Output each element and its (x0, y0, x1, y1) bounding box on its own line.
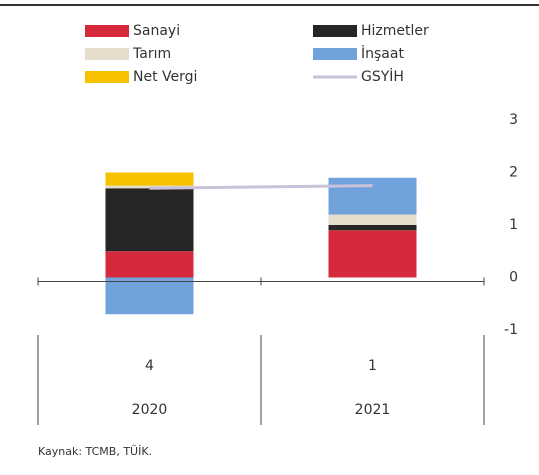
bar-segment (105, 251, 194, 278)
bar-segment (105, 277, 194, 315)
legend-swatch (313, 48, 357, 60)
bar-segment (328, 230, 417, 278)
bar-segment (105, 172, 194, 186)
bar-segment (328, 177, 417, 215)
y-tick-label: 3 (509, 112, 518, 128)
gdp-line (149, 184, 373, 190)
source: Kaynak: TCMB, TÜİK. (38, 445, 152, 458)
y-tick-label: -1 (504, 322, 518, 338)
legend-label: Net Vergi (133, 69, 197, 85)
legend-label: Tarım (132, 46, 171, 62)
y-tick-label: 2 (509, 165, 518, 181)
legend-label: İnşaat (361, 44, 404, 62)
x-group-label: 2021 (355, 402, 391, 418)
legend-label: GSYİH (361, 67, 404, 85)
bar-segment (328, 225, 417, 231)
x-group-label: 2020 (132, 402, 168, 418)
x-tick-label: 4 (145, 358, 154, 374)
y-tick-label: 0 (509, 270, 518, 286)
bar-segment (328, 214, 417, 225)
bar-segment (105, 188, 194, 252)
x-tick-label: 1 (368, 358, 377, 374)
legend-label: Sanayi (133, 23, 180, 39)
legend-swatch (313, 25, 357, 37)
legend-swatch (85, 71, 129, 83)
legend-label: Hizmetler (361, 23, 429, 39)
y-tick-label: 1 (509, 217, 518, 233)
legend-swatch (85, 48, 129, 60)
legend-swatch (85, 25, 129, 37)
